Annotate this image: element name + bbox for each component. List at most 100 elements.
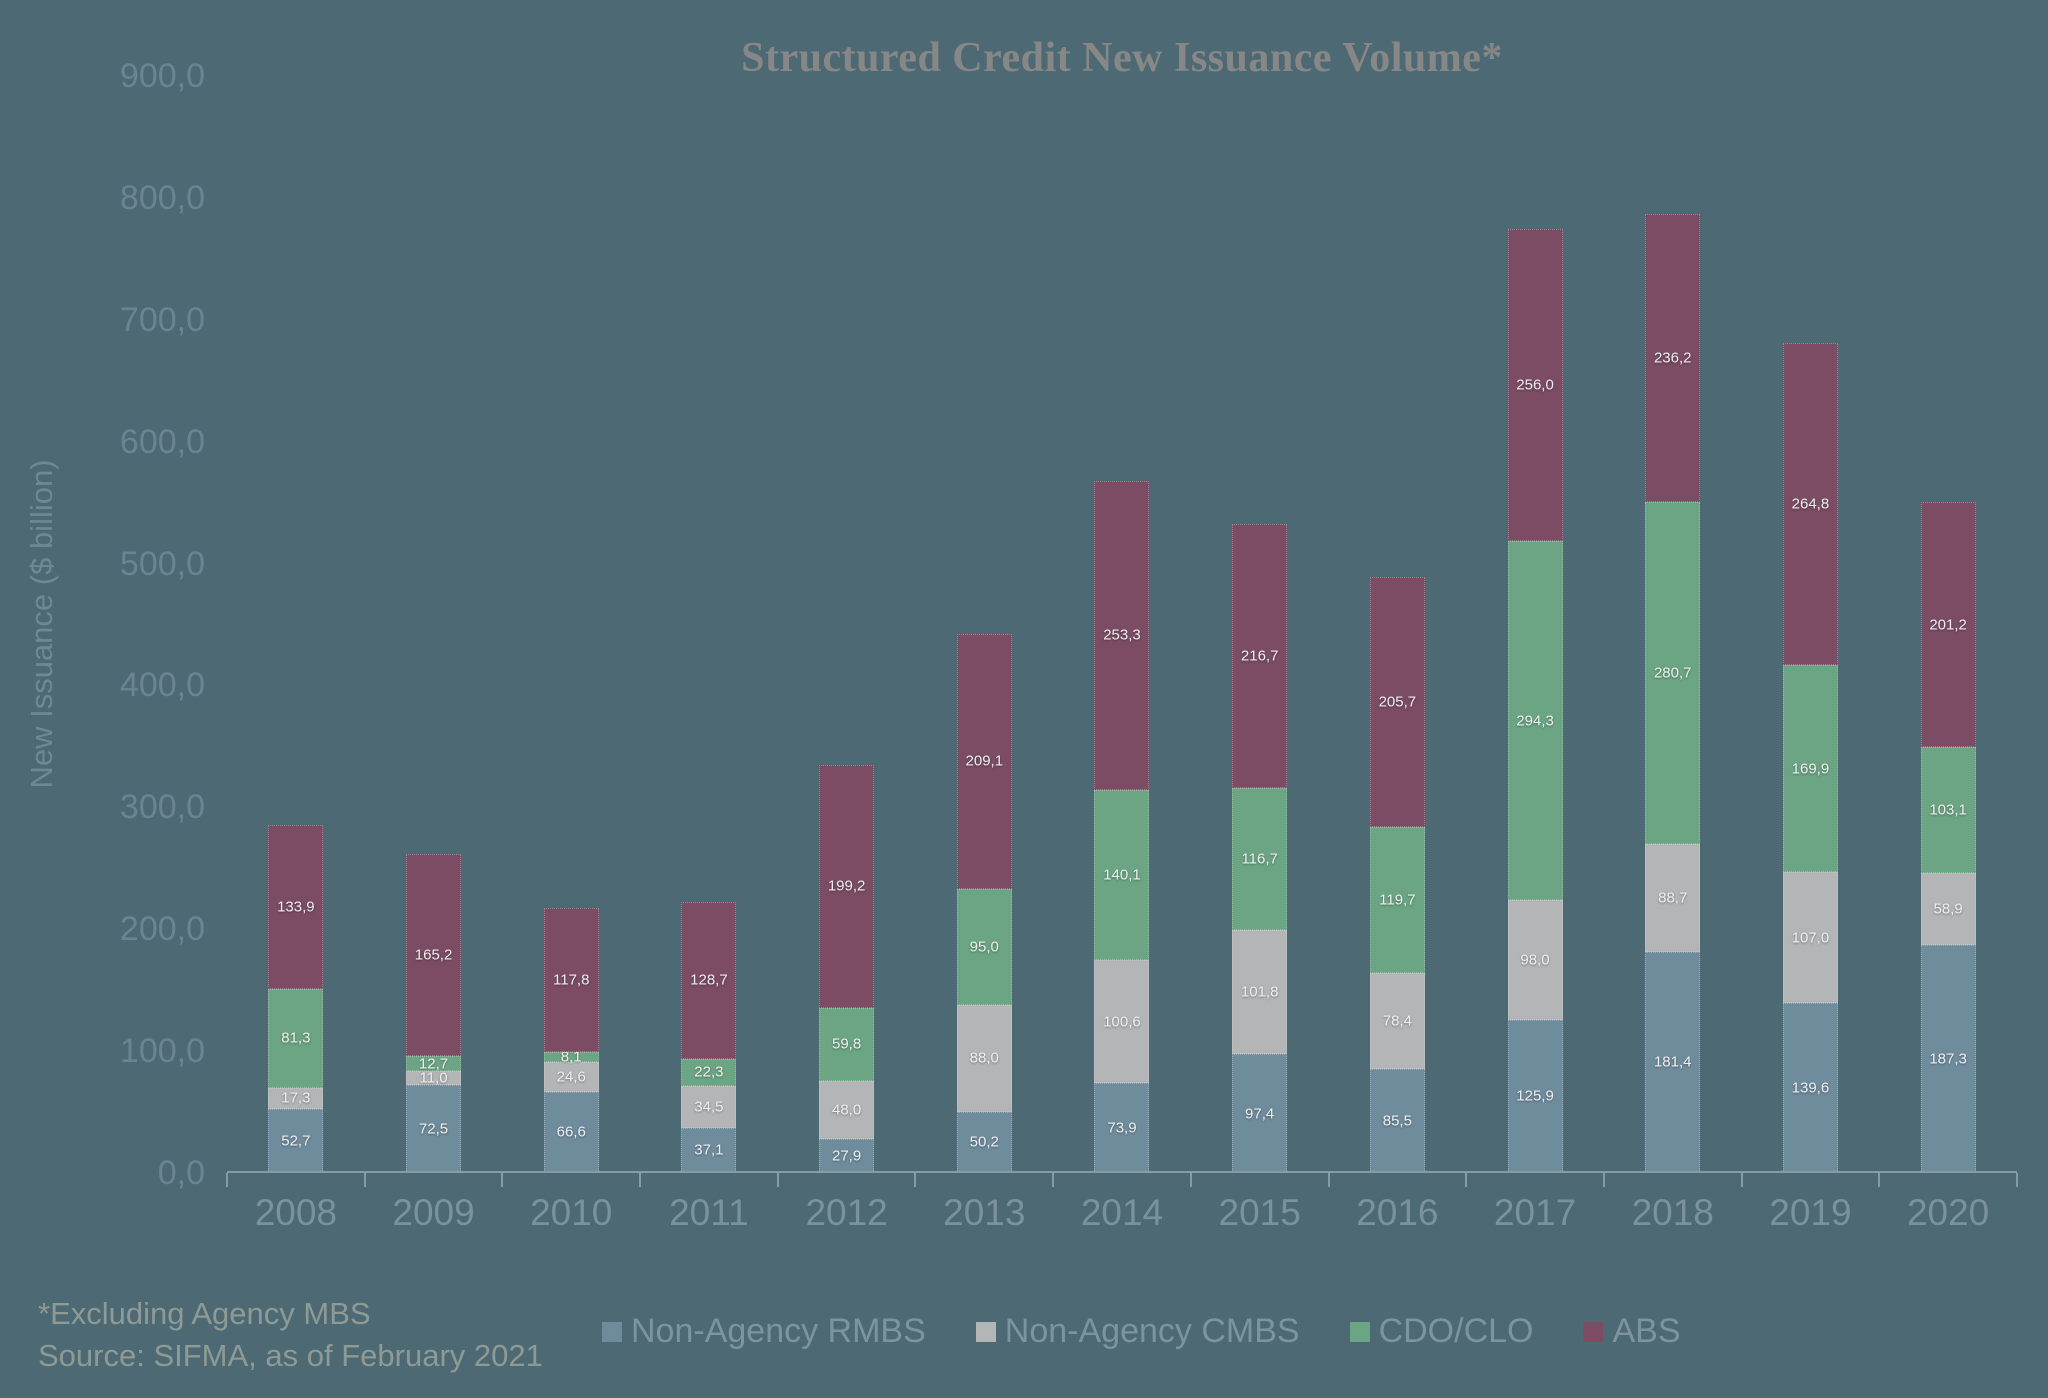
bar-segment-value-label: 165,2	[414, 946, 453, 964]
bar-segment: 97,4	[1232, 1054, 1288, 1173]
stacked-bar-2012: 27,9 48,0 59,8 199,2	[819, 764, 875, 1173]
y-tick-label: 300,0	[119, 788, 205, 827]
y-tick-label: 800,0	[119, 178, 205, 217]
bar-series-container: 52,7 17,3 81,3 133,9 72,5 11,0 12,7 165,2 66,6 24…	[227, 76, 2017, 1173]
bar-segment: 100,6	[1094, 960, 1150, 1083]
bar-segment-value-label: 98,0	[1520, 951, 1550, 969]
bar-segment: 52,7	[268, 1108, 324, 1173]
x-category-label-2012: 2012	[805, 1192, 888, 1233]
legend-label: CDO/CLO	[1378, 1312, 1534, 1350]
footnote-line-2: Source: SIFMA, as of February 2021	[38, 1338, 543, 1373]
legend-swatch-icon	[975, 1321, 996, 1342]
bar-segment-value-label: 37,1	[694, 1141, 724, 1159]
bar-segment: 88,0	[956, 1004, 1012, 1112]
bar-segment: 17,3	[268, 1087, 324, 1109]
bar-group-2018: 181,4 88,7 280,7 236,2	[1604, 76, 1742, 1173]
y-tick-label: 0,0	[157, 1154, 205, 1192]
bar-segment: 22,3	[681, 1058, 737, 1086]
bar-segment: 78,4	[1369, 973, 1425, 1069]
bar-segment-value-label: 236,2	[1653, 349, 1692, 367]
bar-segment-value-label: 73,9	[1107, 1119, 1137, 1137]
bar-group-2009: 72,5 11,0 12,7 165,2	[365, 76, 503, 1173]
bar-group-2020: 187,3 58,9 103,1 201,2	[1879, 76, 2017, 1173]
bar-group-2015: 97,4 101,8 116,7 216,7	[1191, 76, 1329, 1173]
bar-segment-value-label: 48,0	[831, 1101, 862, 1119]
bar-segment-value-label: 253,3	[1103, 626, 1141, 644]
bar-segment-value-label: 8,1	[560, 1048, 582, 1066]
bar-group-2010: 66,6 24,6 8,1 117,8	[502, 76, 640, 1173]
bar-segment: 12,7	[406, 1055, 462, 1072]
bar-segment: 37,1	[681, 1127, 737, 1173]
bar-segment-value-label: 95,0	[969, 938, 999, 956]
x-axis-tick	[1465, 1173, 1468, 1187]
x-category-label-2010: 2010	[530, 1192, 613, 1233]
bar-segment: 253,3	[1094, 480, 1150, 790]
bar-segment: 11,0	[406, 1069, 462, 1087]
bar-segment-value-label: 117,8	[553, 971, 590, 989]
y-tick-label: 600,0	[119, 422, 205, 461]
legend-label: ABS	[1612, 1312, 1681, 1350]
bar-segment: 205,7	[1369, 576, 1425, 828]
bar-segment: 81,3	[268, 988, 324, 1088]
bar-segment-value-label: 88,0	[969, 1049, 999, 1067]
bar-group-2017: 125,9 98,0 294,3 256,0	[1466, 76, 1604, 1173]
bar-segment-value-label: 125,9	[1516, 1087, 1554, 1105]
y-tick-label: 900,0	[119, 57, 205, 95]
x-axis-tick	[1327, 1173, 1330, 1187]
x-axis-tick	[776, 1173, 779, 1187]
bar-segment-value-label: 209,1	[965, 752, 1004, 770]
bar-segment: 294,3	[1507, 541, 1563, 901]
bar-segment-value-label: 107,0	[1791, 929, 1830, 947]
bar-segment-value-label: 17,3	[281, 1089, 311, 1107]
x-axis-tick	[226, 1173, 228, 1187]
bar-segment-value-label: 97,4	[1245, 1105, 1275, 1123]
bar-segment: 139,6	[1782, 1002, 1838, 1173]
x-axis-line	[226, 1171, 2018, 1187]
legend-label: Non-Agency CMBS	[1004, 1312, 1300, 1350]
bar-segment-value-label: 139,6	[1791, 1079, 1830, 1097]
bar-segment: 66,6	[543, 1091, 599, 1173]
stacked-bar-2017: 125,9 98,0 294,3 256,0	[1507, 229, 1563, 1173]
legend: Non-Agency RMBS Non-Agency CMBS CDO/CLO ABS	[602, 1312, 1681, 1351]
bar-segment-value-label: 187,3	[1929, 1050, 1967, 1068]
stacked-bar-2016: 85,5 78,4 119,7 205,7	[1369, 576, 1425, 1173]
bar-segment-value-label: 22,3	[694, 1063, 724, 1081]
bar-group-2011: 37,1 34,5 22,3 128,7	[640, 76, 778, 1173]
bar-segment: 107,0	[1782, 872, 1838, 1003]
stacked-bar-2018: 181,4 88,7 280,7 236,2	[1645, 213, 1701, 1173]
y-tick-label: 100,0	[119, 1032, 205, 1071]
stacked-bar-2019: 139,6 107,0 169,9 264,8	[1782, 342, 1838, 1173]
bar-segment: 125,9	[1507, 1019, 1563, 1173]
bar-segment: 8,1	[543, 1048, 599, 1065]
bar-segment: 48,0	[819, 1080, 875, 1139]
bar-segment-value-label: 100,6	[1103, 1013, 1141, 1031]
stacked-bar-2009: 72,5 11,0 12,7 165,2	[406, 854, 462, 1173]
plot-area: 52,7 17,3 81,3 133,9 72,5 11,0 12,7 165,2 66,6 24…	[227, 76, 2017, 1173]
x-category-label-2018: 2018	[1631, 1192, 1714, 1233]
bar-segment: 199,2	[819, 764, 875, 1008]
bar-segment-value-label: 103,1	[1929, 801, 1967, 819]
stacked-bar-2015: 97,4 101,8 116,7 216,7	[1232, 523, 1288, 1173]
bar-segment-value-label: 294,3	[1516, 712, 1554, 730]
x-axis-tick	[1878, 1173, 1881, 1187]
bar-segment: 165,2	[406, 854, 462, 1056]
bar-segment-value-label: 181,4	[1653, 1053, 1692, 1071]
bar-segment-value-label: 280,7	[1653, 664, 1692, 682]
bar-segment-value-label: 11,0	[419, 1069, 448, 1087]
bar-segment-value-label: 58,9	[1933, 900, 1963, 918]
bar-segment-value-label: 50,2	[969, 1133, 999, 1151]
bar-segment-value-label: 133,9	[277, 898, 315, 916]
bar-segment-value-label: 264,8	[1791, 495, 1830, 513]
bar-segment-value-label: 81,3	[281, 1029, 311, 1047]
stacked-bar-2011: 37,1 34,5 22,3 128,7	[681, 901, 737, 1173]
bar-segment: 256,0	[1507, 229, 1563, 542]
x-axis-tick	[914, 1173, 917, 1187]
footnote-line-1: *Excluding Agency MBS	[38, 1296, 371, 1331]
bar-segment-value-label: 116,7	[1241, 850, 1278, 868]
bar-group-2016: 85,5 78,4 119,7 205,7	[1329, 76, 1467, 1173]
bar-segment-value-label: 27,9	[831, 1147, 862, 1165]
bar-segment: 140,1	[1094, 789, 1150, 961]
x-axis-tick	[501, 1173, 504, 1187]
y-tick-label: 700,0	[119, 300, 205, 339]
stacked-bar-2020: 187,3 58,9 103,1 201,2	[1920, 502, 1976, 1173]
